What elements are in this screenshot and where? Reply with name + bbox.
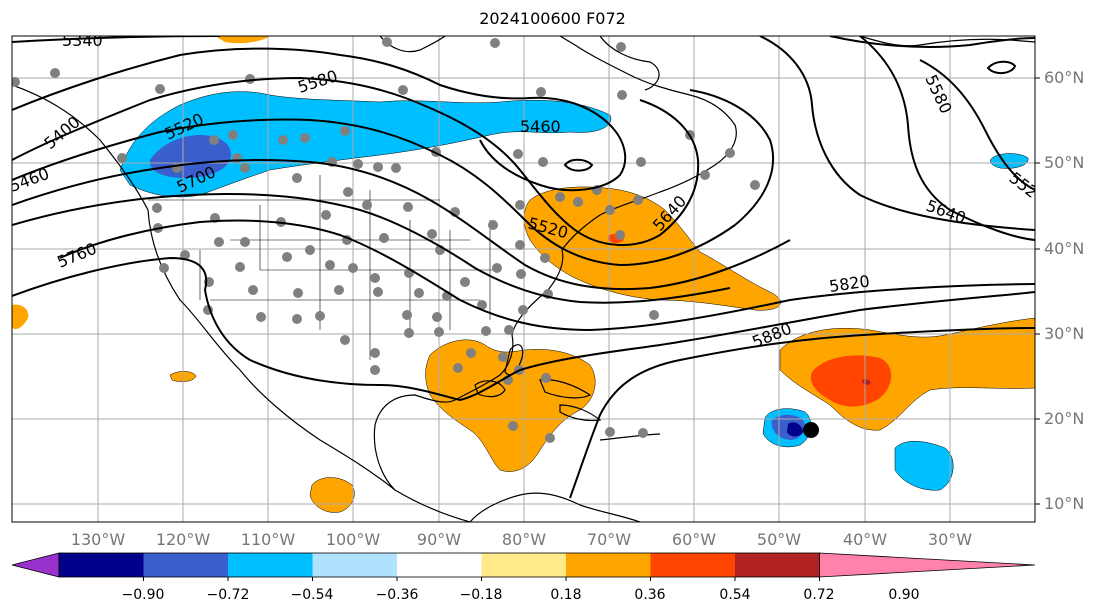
colorbar-segment	[735, 553, 820, 577]
lat-label-20n: 20°N	[1044, 409, 1085, 428]
orange-small-west	[12, 304, 29, 330]
lon-label-60w: 60°W	[671, 530, 717, 549]
colorbar-segment	[312, 553, 398, 577]
colorbar-extend-right	[819, 552, 1036, 578]
lon-label-80w: 80°W	[501, 530, 547, 549]
colorbar-extend-left	[11, 552, 60, 578]
colorbar	[11, 552, 1036, 581]
orange-anomaly-gulf	[425, 339, 596, 472]
colorbar-segment	[228, 553, 313, 577]
dark-red-east-atlantic	[862, 379, 871, 385]
colorbar-segment	[59, 553, 144, 577]
axis-ticks	[1035, 77, 1040, 505]
colorbar-tick-label: −0.18	[459, 587, 503, 603]
colorbar-frame	[58, 552, 820, 578]
lon-label-120w: 120°W	[155, 530, 211, 549]
lat-label-50n: 50°N	[1044, 153, 1085, 172]
colorbar-tick-label: −0.90	[121, 587, 165, 603]
colorbar-tick-label: 0.18	[550, 587, 582, 603]
colorbar-tick-label: 0.72	[803, 587, 835, 603]
black-marker	[803, 422, 819, 438]
blue-dark-20n	[787, 422, 803, 437]
lon-label-110w: 110°W	[240, 530, 296, 549]
colorbar-segment	[650, 553, 736, 577]
map-frame	[11, 35, 1036, 523]
lon-label-70w: 70°W	[586, 530, 632, 549]
lon-label-100w: 100°W	[325, 530, 381, 549]
red-orange-east-atlantic	[810, 355, 892, 407]
colorbar-segment	[397, 553, 482, 577]
graticule	[12, 36, 1035, 522]
colorbar-tick-label: 0.54	[719, 587, 751, 603]
coastlines	[12, 36, 1035, 522]
lat-label-10n: 10°N	[1044, 494, 1085, 513]
contour-label: 5340	[62, 31, 103, 50]
lat-label-60n: 60°N	[1044, 68, 1085, 87]
station-dots	[12, 37, 760, 443]
colorbar-segment	[566, 553, 651, 577]
colorbar-segment	[143, 553, 229, 577]
lon-label-50w: 50°W	[756, 530, 802, 549]
lon-label-40w: 40°W	[842, 530, 888, 549]
map-title: 2024100600 F072	[479, 9, 626, 28]
colorbar-tick-label: −0.54	[290, 587, 334, 603]
colorbar-tick-label: −0.36	[375, 587, 419, 603]
colorbar-tick-label: 0.36	[634, 587, 666, 603]
contour-label: 5460	[520, 117, 561, 136]
lat-label-30n: 30°N	[1044, 324, 1085, 343]
colorbar-tick-label: 0.90	[888, 587, 920, 603]
blue-mid-canada-2	[173, 141, 206, 161]
colorbar-segment	[481, 553, 567, 577]
lon-label-130w: 130°W	[70, 530, 126, 549]
blue-anomaly-15n	[894, 441, 954, 491]
orange-small-top	[215, 36, 270, 44]
lat-label-40n: 40°N	[1044, 239, 1085, 258]
colorbar-tick-label: −0.72	[206, 587, 250, 603]
lon-label-90w: 90°W	[416, 530, 462, 549]
lon-label-30w: 30°W	[927, 530, 973, 549]
